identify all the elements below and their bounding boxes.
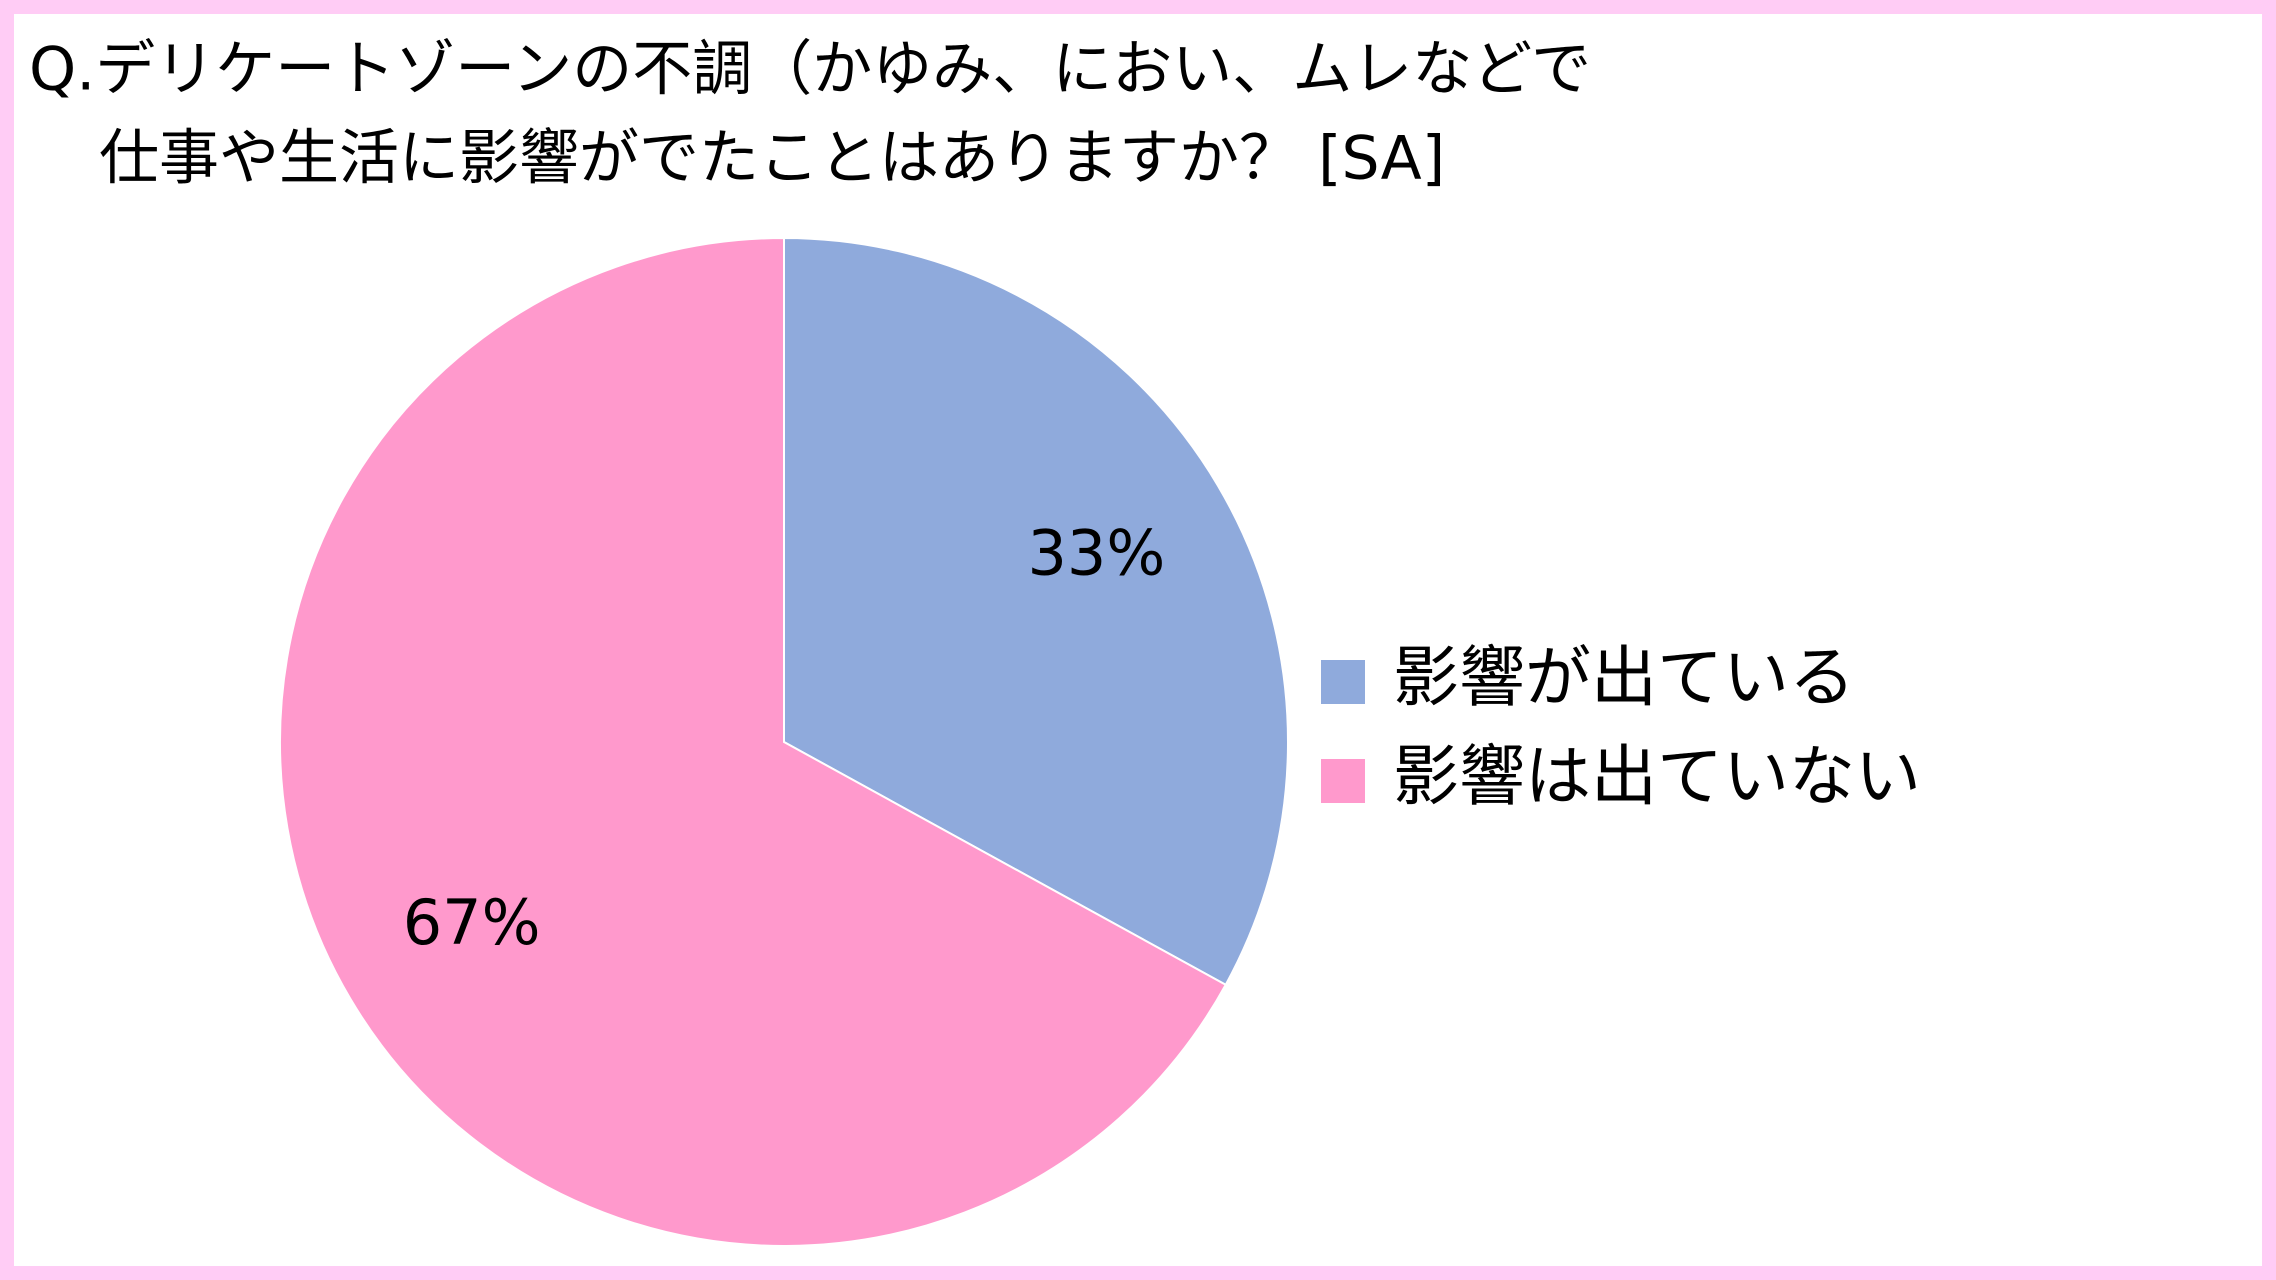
chart-title: Q.デリケートゾーンの不調（かゆみ、におい、ムレなどで	[29, 35, 1591, 105]
legend-label: 影響は出ていない	[1393, 738, 1921, 815]
legend-label: 影響が出ている	[1393, 639, 1855, 716]
data-label: 33%	[1027, 516, 1165, 589]
data-label: 67%	[403, 886, 541, 959]
chart-title: 仕事や生活に影響がでたことはありますか？ [SA]	[99, 124, 1445, 194]
legend-swatch	[1321, 660, 1365, 704]
pie-slice	[279, 236, 1228, 1247]
pie-slice	[783, 236, 1289, 987]
legend-swatch	[1321, 759, 1365, 803]
